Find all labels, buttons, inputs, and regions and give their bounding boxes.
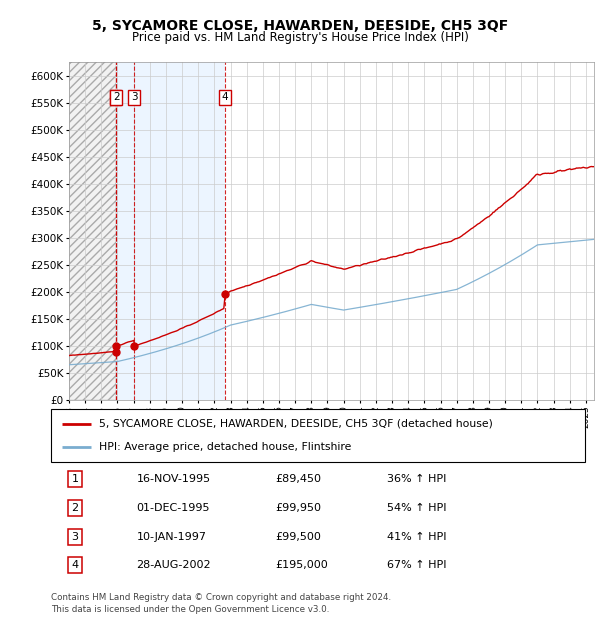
Text: 54% ↑ HPI: 54% ↑ HPI bbox=[388, 503, 447, 513]
Text: 4: 4 bbox=[71, 560, 79, 570]
Text: 3: 3 bbox=[71, 532, 79, 542]
Text: 1: 1 bbox=[71, 474, 79, 484]
FancyBboxPatch shape bbox=[51, 409, 585, 462]
Text: 1: 1 bbox=[112, 92, 119, 102]
Text: £99,500: £99,500 bbox=[275, 532, 321, 542]
Text: 3: 3 bbox=[131, 92, 137, 102]
Text: Price paid vs. HM Land Registry's House Price Index (HPI): Price paid vs. HM Land Registry's House … bbox=[131, 31, 469, 43]
Text: 41% ↑ HPI: 41% ↑ HPI bbox=[388, 532, 447, 542]
Text: 2: 2 bbox=[71, 503, 79, 513]
Text: 5, SYCAMORE CLOSE, HAWARDEN, DEESIDE, CH5 3QF: 5, SYCAMORE CLOSE, HAWARDEN, DEESIDE, CH… bbox=[92, 19, 508, 33]
Text: 01-DEC-1995: 01-DEC-1995 bbox=[136, 503, 210, 513]
Text: 16-NOV-1995: 16-NOV-1995 bbox=[136, 474, 211, 484]
Text: 2: 2 bbox=[113, 92, 119, 102]
Bar bbox=[116, 62, 225, 400]
Bar bbox=[69, 62, 116, 400]
Text: £195,000: £195,000 bbox=[275, 560, 328, 570]
Text: Contains HM Land Registry data © Crown copyright and database right 2024.
This d: Contains HM Land Registry data © Crown c… bbox=[51, 593, 391, 614]
Text: HPI: Average price, detached house, Flintshire: HPI: Average price, detached house, Flin… bbox=[99, 442, 352, 452]
Text: 28-AUG-2002: 28-AUG-2002 bbox=[136, 560, 211, 570]
Bar bbox=[69, 62, 116, 400]
Text: 4: 4 bbox=[222, 92, 229, 102]
Text: £89,450: £89,450 bbox=[275, 474, 321, 484]
Text: 36% ↑ HPI: 36% ↑ HPI bbox=[388, 474, 447, 484]
Text: 5, SYCAMORE CLOSE, HAWARDEN, DEESIDE, CH5 3QF (detached house): 5, SYCAMORE CLOSE, HAWARDEN, DEESIDE, CH… bbox=[99, 419, 493, 429]
Text: 10-JAN-1997: 10-JAN-1997 bbox=[136, 532, 206, 542]
Text: £99,950: £99,950 bbox=[275, 503, 321, 513]
Text: 67% ↑ HPI: 67% ↑ HPI bbox=[388, 560, 447, 570]
